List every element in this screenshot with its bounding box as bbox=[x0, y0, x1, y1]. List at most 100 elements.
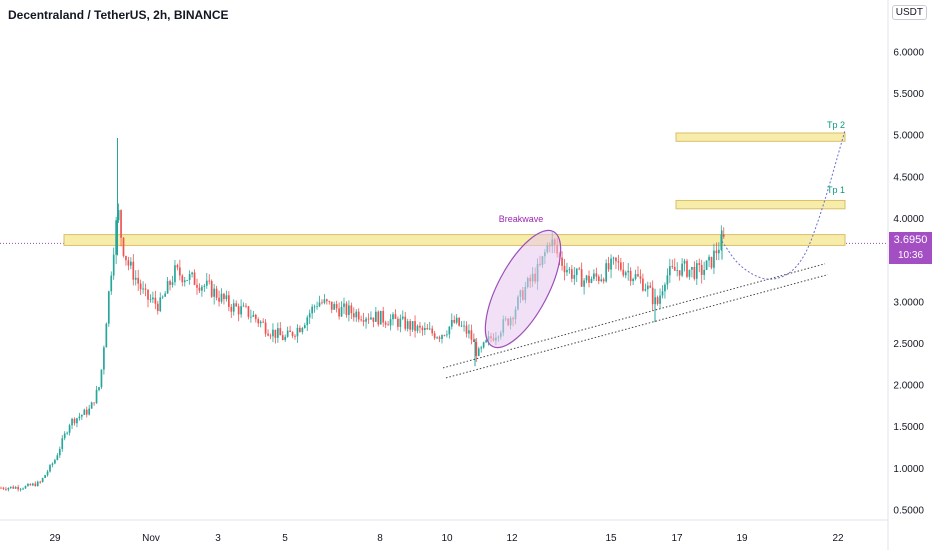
candle-37 bbox=[90, 401, 93, 409]
y-tick-label-3: 5.0000 bbox=[893, 131, 924, 142]
x-tick-label-9: 19 bbox=[736, 533, 748, 544]
candle-body bbox=[63, 433, 66, 439]
candle-258 bbox=[632, 277, 634, 286]
candle-110 bbox=[269, 333, 272, 340]
candle-body bbox=[240, 306, 242, 315]
candle-38 bbox=[93, 402, 95, 406]
candle-body bbox=[41, 478, 44, 483]
candle-165 bbox=[404, 311, 407, 331]
candle-93 bbox=[228, 291, 230, 312]
candle-242 bbox=[593, 269, 595, 281]
candle-46 bbox=[112, 247, 115, 280]
candle-body bbox=[610, 258, 612, 270]
x-tick-label-10: 22 bbox=[832, 533, 844, 544]
candle-body bbox=[634, 274, 637, 279]
x-tick-label-5: 10 bbox=[441, 533, 453, 544]
candle-body bbox=[81, 414, 83, 417]
candle-body bbox=[247, 306, 250, 317]
candle-body bbox=[289, 330, 291, 333]
candle-body bbox=[473, 339, 475, 342]
candle-body bbox=[370, 317, 372, 320]
candle-111 bbox=[272, 323, 274, 343]
candle-159 bbox=[389, 314, 392, 331]
candle-121 bbox=[296, 324, 299, 343]
candle-body bbox=[600, 279, 603, 282]
candle-177 bbox=[433, 330, 436, 340]
candle-154 bbox=[377, 310, 380, 327]
candle-body bbox=[448, 326, 451, 335]
trendline-1 bbox=[445, 274, 829, 379]
candle-body bbox=[441, 335, 443, 339]
candle-body bbox=[5, 488, 7, 490]
candle-34 bbox=[83, 408, 86, 415]
candle-14 bbox=[34, 481, 37, 487]
candle-body bbox=[561, 257, 563, 266]
zone-1 bbox=[675, 199, 846, 210]
candle-body bbox=[186, 280, 189, 281]
candle-31 bbox=[76, 417, 78, 428]
candle-160 bbox=[392, 312, 394, 326]
candle-274 bbox=[671, 259, 674, 269]
candle-body bbox=[299, 327, 301, 333]
x-tick-label-2: 3 bbox=[215, 533, 221, 544]
candle-44 bbox=[107, 290, 110, 327]
candle-body bbox=[49, 464, 51, 472]
candle-277 bbox=[678, 270, 681, 281]
candle-body bbox=[477, 348, 480, 356]
candle-body bbox=[458, 317, 460, 326]
candle-body bbox=[335, 304, 338, 309]
candle-body bbox=[338, 308, 340, 317]
candle-186 bbox=[455, 314, 458, 325]
candle-body bbox=[720, 234, 723, 250]
candle-body bbox=[127, 260, 130, 266]
candle-body bbox=[695, 263, 698, 279]
x-tick-label-6: 12 bbox=[506, 533, 518, 544]
candle-body bbox=[277, 328, 279, 338]
candle-280 bbox=[686, 258, 688, 279]
candle-body bbox=[183, 280, 186, 283]
candle-body bbox=[2, 487, 5, 489]
candle-77 bbox=[188, 270, 191, 285]
candle-16 bbox=[39, 480, 42, 484]
candle-body bbox=[169, 281, 171, 285]
candle-0 bbox=[0, 486, 2, 489]
candle-60 bbox=[147, 289, 149, 308]
candle-body bbox=[51, 463, 54, 465]
candle-266 bbox=[651, 280, 654, 311]
candle-105 bbox=[257, 317, 260, 328]
candle-body bbox=[205, 280, 208, 286]
candle-2 bbox=[5, 486, 7, 491]
candle-body bbox=[203, 285, 206, 287]
candle-47 bbox=[115, 216, 117, 265]
candle-237 bbox=[580, 262, 583, 287]
candle-260 bbox=[637, 266, 639, 278]
candle-145 bbox=[355, 309, 358, 322]
candle-body bbox=[433, 333, 436, 339]
candle-94 bbox=[230, 304, 233, 318]
candle-body bbox=[590, 278, 593, 283]
candle-body bbox=[117, 210, 120, 221]
candle-281 bbox=[688, 269, 691, 280]
candle-body bbox=[210, 281, 213, 297]
candle-body bbox=[602, 279, 605, 282]
currency-button[interactable]: USDT bbox=[891, 5, 927, 20]
candle-259 bbox=[634, 269, 637, 281]
candle-30 bbox=[73, 417, 76, 426]
candle-231 bbox=[566, 262, 568, 276]
candle-body bbox=[308, 313, 311, 318]
candle-167 bbox=[409, 318, 411, 337]
candle-body bbox=[607, 263, 610, 270]
candle-90 bbox=[220, 288, 223, 304]
candle-284 bbox=[695, 260, 698, 285]
candle-59 bbox=[144, 283, 147, 297]
candle-body bbox=[446, 334, 448, 336]
candle-54 bbox=[132, 254, 135, 286]
candle-57 bbox=[139, 279, 142, 296]
candle-86 bbox=[210, 279, 213, 298]
annotation-2: Tp 2 bbox=[827, 120, 845, 130]
candle-141 bbox=[345, 301, 348, 318]
candle-body bbox=[321, 302, 323, 304]
candle-107 bbox=[262, 318, 264, 324]
candle-71 bbox=[174, 260, 176, 286]
